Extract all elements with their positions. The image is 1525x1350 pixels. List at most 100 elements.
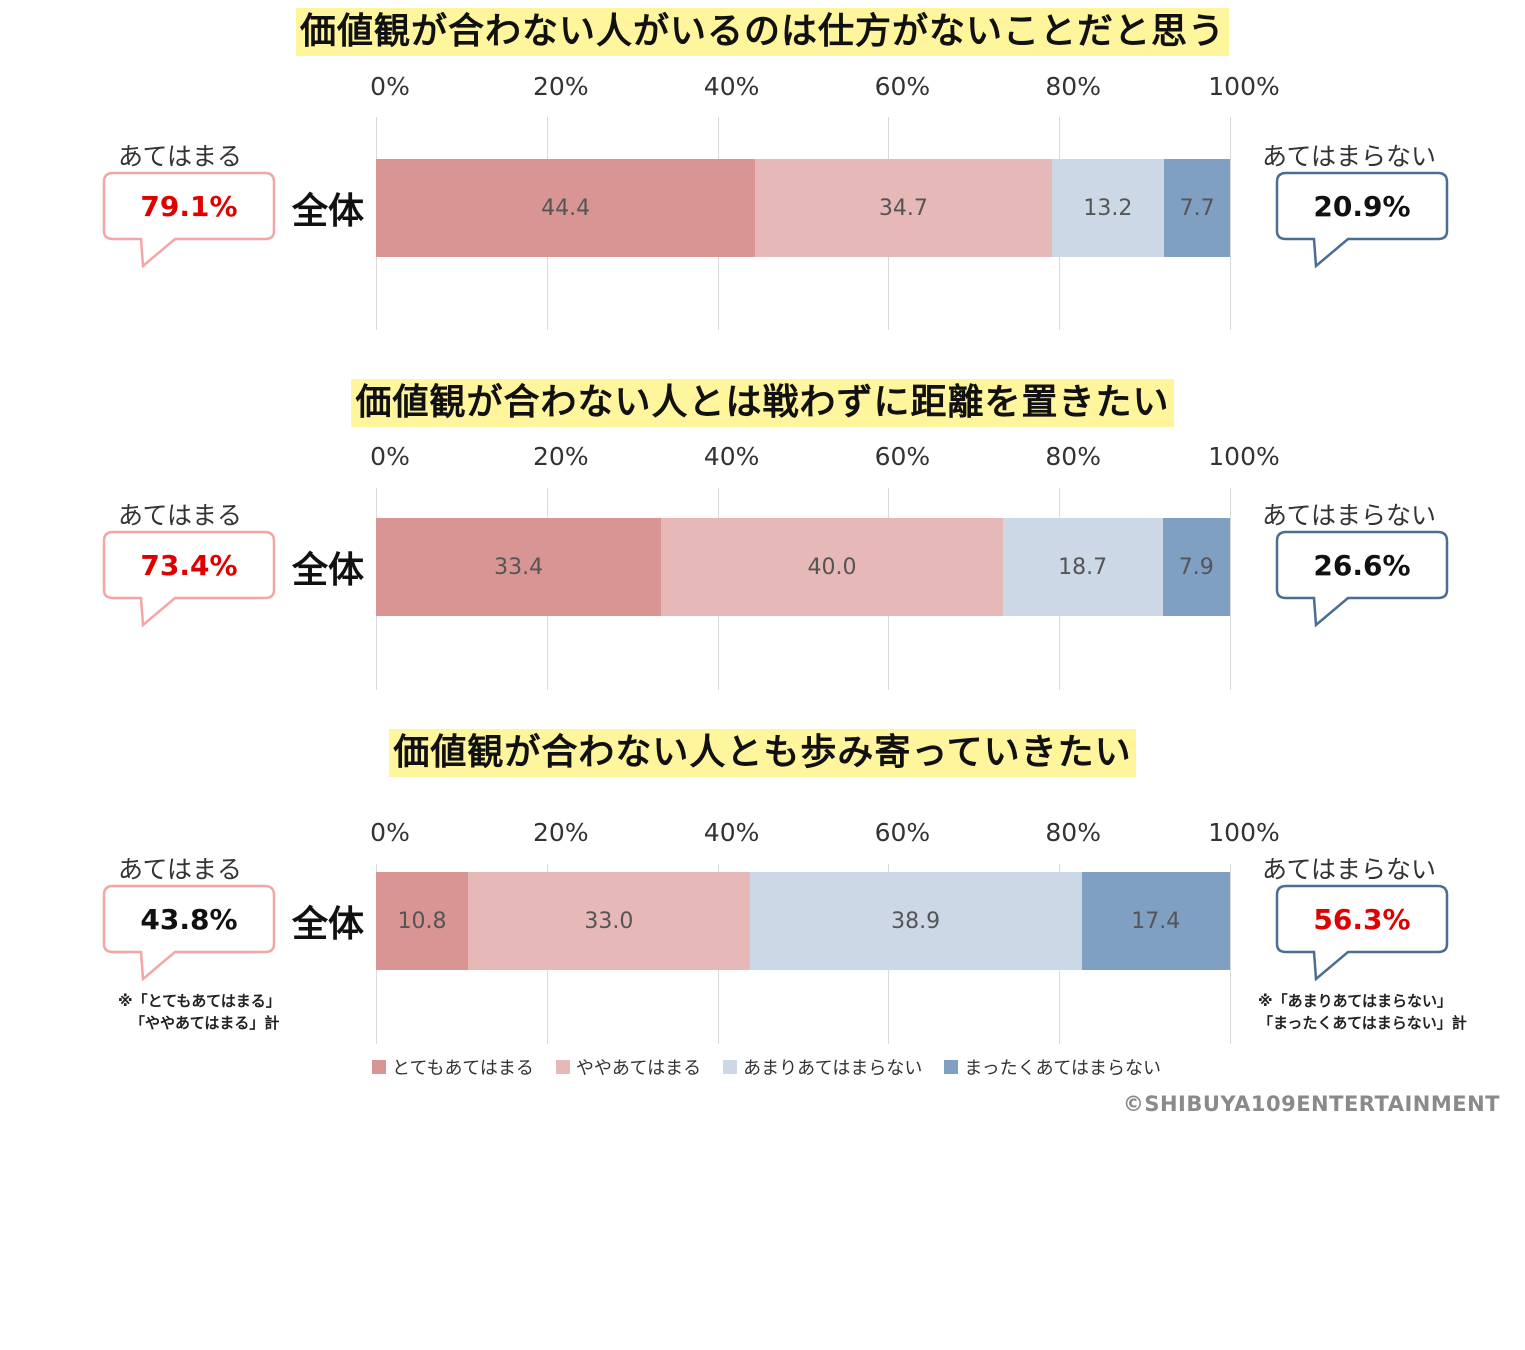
x-tick-label: 100% [1208, 818, 1280, 847]
legend: とてもあてはまる ややあてはまる あまりあてはまらない まったくあてはまらない [372, 1054, 1183, 1080]
data-label: 40.0 [807, 554, 857, 580]
agree-note-line1: ※「とてもあてはまる」 [118, 992, 281, 1010]
disagree-note-line1: ※「あまりあてはまらない」 [1258, 992, 1452, 1010]
data-label: 33.0 [584, 908, 634, 934]
x-tick-label: 20% [533, 818, 589, 847]
legend-label: ややあてはまる [575, 1058, 702, 1079]
legend-item: まったくあてはまらない [944, 1054, 1161, 1080]
speech-bubble-icon [1275, 171, 1449, 269]
x-tick-label: 0% [370, 72, 410, 101]
stacked-bar: 10.8 33.0 38.9 17.4 [376, 872, 1230, 970]
disagree-bubble-value: 26.6% [1313, 548, 1411, 582]
disagree-label: あてはまらない [1262, 501, 1437, 530]
chart-title-wrap: 価値観が合わない人とは戦わずに距離を置きたい [0, 379, 1525, 427]
x-tick-label: 100% [1208, 72, 1280, 101]
speech-bubble-icon [102, 171, 276, 269]
speech-bubble-icon [102, 530, 276, 628]
data-label: 7.7 [1179, 195, 1215, 221]
disagree-bubble: 26.6% [1275, 530, 1449, 628]
chart-title: 価値観が合わない人がいるのは仕方がないことだと思う [295, 8, 1229, 56]
agree-note-line2: 「ややあてはまる」計 [130, 1014, 280, 1032]
x-tick-label: 80% [1045, 818, 1101, 847]
agree-note: ※「とてもあてはまる」 「ややあてはまる」計 [118, 990, 281, 1034]
disagree-label: あてはまらない [1262, 855, 1437, 884]
disagree-bubble: 20.9% [1275, 171, 1449, 269]
legend-item: ややあてはまる [555, 1054, 702, 1080]
bar-segment: 10.8 [376, 872, 469, 970]
copyright: ©SHIBUYA109ENTERTAINMENT [1122, 1092, 1500, 1116]
gridline [1230, 864, 1231, 1044]
x-tick-label: 100% [1208, 442, 1280, 471]
data-label: 34.7 [878, 195, 928, 221]
agree-bubble: 73.4% [102, 530, 276, 628]
data-label: 7.9 [1178, 554, 1214, 580]
chart-title: 価値観が合わない人とは戦わずに距離を置きたい [351, 379, 1174, 427]
disagree-bubble: 56.3% [1275, 884, 1449, 982]
gridline [1230, 117, 1231, 330]
gridline [1230, 488, 1231, 690]
x-tick-label: 0% [370, 818, 410, 847]
x-tick-label: 60% [874, 72, 931, 101]
agree-label: あてはまる [118, 142, 243, 171]
legend-item: あまりあてはまらない [723, 1054, 922, 1080]
x-tick-label: 80% [1045, 72, 1101, 101]
speech-bubble-icon [1275, 884, 1449, 982]
agree-bubble: 43.8% [102, 884, 276, 982]
x-tick-label: 0% [370, 442, 410, 471]
legend-label: まったくあてはまらない [964, 1058, 1161, 1079]
category-label: 全体 [292, 904, 365, 945]
agree-bubble-value: 43.8% [140, 902, 238, 936]
category-label: 全体 [292, 550, 365, 591]
legend-swatch [555, 1060, 570, 1074]
disagree-label: あてはまらない [1262, 142, 1437, 171]
bar-segment: 13.2 [1051, 159, 1165, 257]
x-tick-label: 40% [703, 72, 760, 101]
bar-segment: 40.0 [661, 518, 1003, 616]
data-label: 44.4 [541, 195, 591, 221]
agree-label: あてはまる [118, 501, 243, 530]
agree-label: あてはまる [118, 855, 243, 884]
bar-segment: 33.0 [468, 872, 750, 970]
legend-item: とてもあてはまる [372, 1054, 534, 1080]
data-label: 17.4 [1131, 908, 1181, 934]
bar-segment: 17.4 [1081, 872, 1230, 970]
disagree-bubble-value: 56.3% [1313, 902, 1411, 936]
bar-segment: 33.4 [376, 518, 662, 616]
stacked-bar: 33.4 40.0 18.7 7.9 [376, 518, 1230, 616]
agree-bubble-value: 73.4% [140, 548, 238, 582]
category-label: 全体 [292, 191, 365, 232]
data-label: 18.7 [1058, 554, 1108, 580]
speech-bubble-icon [102, 884, 276, 982]
x-tick-label: 20% [533, 72, 589, 101]
stacked-bar: 44.4 34.7 13.2 7.7 [376, 159, 1230, 257]
data-label: 10.8 [397, 908, 447, 934]
bar-segment: 7.7 [1164, 159, 1230, 257]
bar-segment: 18.7 [1002, 518, 1163, 616]
x-tick-label: 60% [874, 442, 931, 471]
speech-bubble-icon [1275, 530, 1449, 628]
bar-segment: 38.9 [749, 872, 1082, 970]
chart-title: 価値観が合わない人とも歩み寄っていきたい [389, 729, 1136, 777]
disagree-note: ※「あまりあてはまらない」 「まったくあてはまらない」計 [1258, 990, 1467, 1034]
x-tick-label: 40% [703, 818, 760, 847]
chart-title-wrap: 価値観が合わない人とも歩み寄っていきたい [0, 729, 1525, 777]
bar-segment: 34.7 [755, 159, 1052, 257]
legend-label: とてもあてはまる [392, 1058, 534, 1079]
chart-title-wrap: 価値観が合わない人がいるのは仕方がないことだと思う [0, 8, 1525, 56]
legend-swatch [944, 1060, 959, 1074]
data-label: 13.2 [1083, 195, 1133, 221]
bar-segment: 7.9 [1162, 518, 1230, 616]
legend-swatch [723, 1060, 738, 1074]
agree-bubble-value: 79.1% [140, 189, 238, 223]
x-tick-label: 20% [533, 442, 589, 471]
x-tick-label: 60% [874, 818, 931, 847]
disagree-note-line2: 「まったくあてはまらない」計 [1258, 1014, 1467, 1032]
data-label: 33.4 [494, 554, 544, 580]
x-tick-label: 40% [703, 442, 760, 471]
legend-swatch [372, 1060, 386, 1074]
legend-label: あまりあてはまらない [743, 1058, 923, 1079]
x-tick-label: 80% [1045, 442, 1101, 471]
data-label: 38.9 [891, 908, 941, 934]
bar-segment: 44.4 [376, 159, 756, 257]
disagree-bubble-value: 20.9% [1313, 189, 1411, 223]
